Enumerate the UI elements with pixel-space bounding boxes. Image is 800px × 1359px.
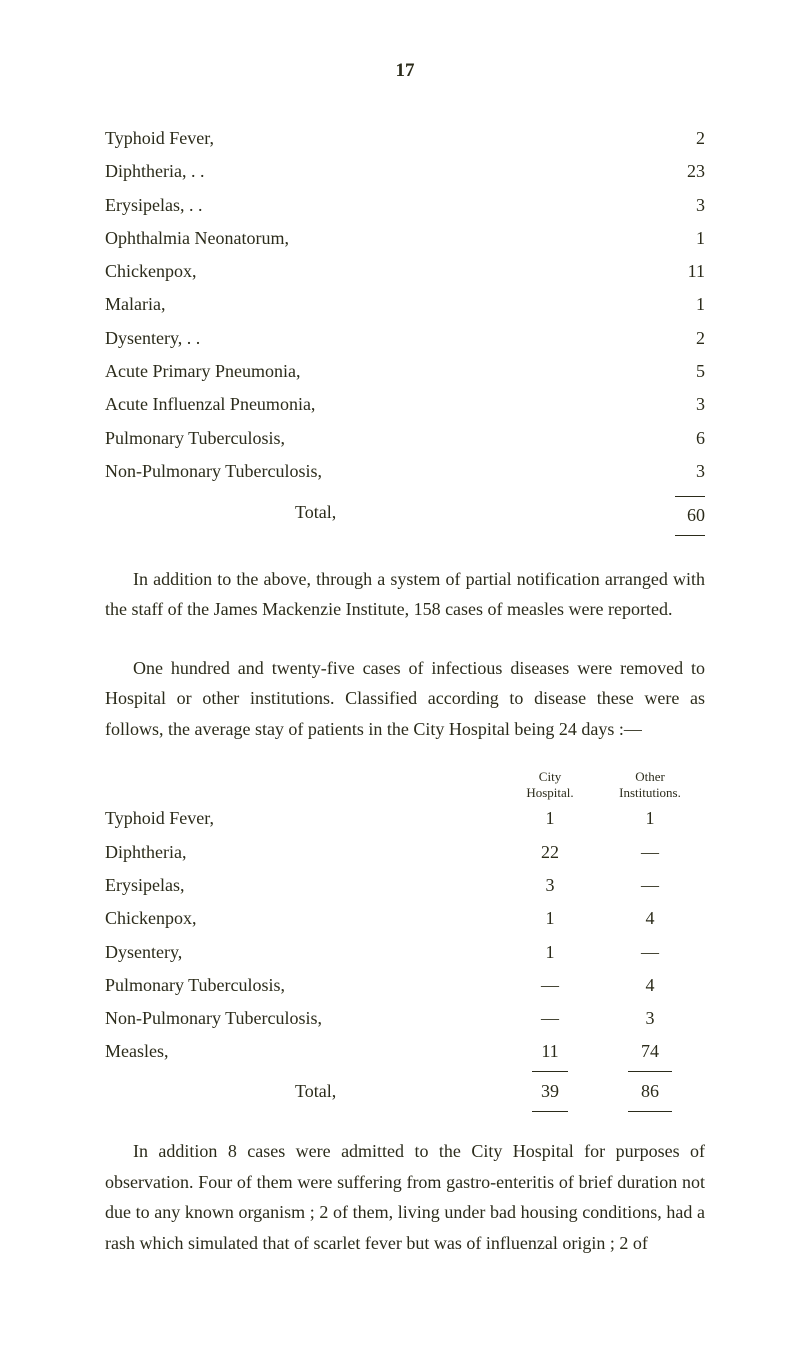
paragraph: One hundred and twenty-five cases of inf… [105, 653, 705, 745]
disease-name: Diphtheria, . . [105, 155, 204, 188]
table-row: Measles, 11 74 [105, 1035, 705, 1068]
disease-value: 6 [675, 422, 705, 455]
disease-name: Acute Influenzal Pneumonia, [105, 388, 315, 421]
row-city: 3 [505, 869, 595, 902]
total-value: 60 [675, 496, 705, 535]
disease-name: Typhoid Fever, [105, 122, 214, 155]
disease-row: Ophthalmia Neonatorum, 1 [105, 222, 705, 255]
page-number: 17 [105, 60, 705, 82]
disease-name: Chickenpox, [105, 255, 197, 288]
table-row: Non-Pulmonary Tuberculosis, — 3 [105, 1002, 705, 1035]
header-city: CityHospital. [505, 769, 595, 803]
paragraph: In addition to the above, through a syst… [105, 564, 705, 625]
disease-name: Non-Pulmonary Tuberculosis, [105, 455, 322, 488]
total-label: Total, [105, 1075, 505, 1108]
table-row: Diphtheria, 22 — [105, 836, 705, 869]
disease-value: 23 [675, 155, 705, 188]
row-city: 1 [505, 802, 595, 835]
total-other: 86 [595, 1075, 705, 1108]
disease-name: Erysipelas, . . [105, 189, 202, 222]
disease-row: Chickenpox, 11 [105, 255, 705, 288]
disease-value: 3 [675, 455, 705, 488]
table-row: Chickenpox, 1 4 [105, 902, 705, 935]
disease-row: Acute Primary Pneumonia, 5 [105, 355, 705, 388]
total-city: 39 [505, 1075, 595, 1108]
row-name: Chickenpox, [105, 902, 505, 935]
disease-value: 3 [675, 189, 705, 222]
row-city: 11 [505, 1035, 595, 1068]
row-other: 4 [595, 902, 705, 935]
table-total: Total, 39 86 [105, 1075, 705, 1108]
disease-value: 11 [675, 255, 705, 288]
row-name: Erysipelas, [105, 869, 505, 902]
row-name: Measles, [105, 1035, 505, 1068]
disease-value: 1 [675, 288, 705, 321]
disease-name: Acute Primary Pneumonia, [105, 355, 300, 388]
disease-name: Dysentery, . . [105, 322, 200, 355]
table-row: Pulmonary Tuberculosis, — 4 [105, 969, 705, 1002]
row-other: — [595, 936, 705, 969]
disease-row: Erysipelas, . . 3 [105, 189, 705, 222]
disease-row: Acute Influenzal Pneumonia, 3 [105, 388, 705, 421]
row-name: Non-Pulmonary Tuberculosis, [105, 1002, 505, 1035]
disease-name: Malaria, [105, 288, 165, 321]
row-other: 74 [595, 1035, 705, 1068]
disease-list: Typhoid Fever, 2 Diphtheria, . . 23 Erys… [105, 122, 705, 536]
row-other: 3 [595, 1002, 705, 1035]
total-label: Total, [295, 496, 336, 535]
disease-row: Pulmonary Tuberculosis, 6 [105, 422, 705, 455]
row-name: Pulmonary Tuberculosis, [105, 969, 505, 1002]
disease-row: Diphtheria, . . 23 [105, 155, 705, 188]
row-city: 1 [505, 902, 595, 935]
table-row: Erysipelas, 3 — [105, 869, 705, 902]
disease-row: Dysentery, . . 2 [105, 322, 705, 355]
row-name: Diphtheria, [105, 836, 505, 869]
row-other: — [595, 836, 705, 869]
row-other: — [595, 869, 705, 902]
table-row: Typhoid Fever, 1 1 [105, 802, 705, 835]
disease-row: Non-Pulmonary Tuberculosis, 3 [105, 455, 705, 488]
total-row: Total, 60 [105, 496, 705, 535]
second-table: CityHospital. OtherInstitutions. Typhoid… [105, 769, 705, 1108]
row-other: 4 [595, 969, 705, 1002]
disease-row: Typhoid Fever, 2 [105, 122, 705, 155]
disease-value: 2 [675, 122, 705, 155]
header-spacer [105, 769, 505, 803]
disease-value: 2 [675, 322, 705, 355]
table-header: CityHospital. OtherInstitutions. [105, 769, 705, 803]
disease-name: Pulmonary Tuberculosis, [105, 422, 285, 455]
disease-value: 1 [675, 222, 705, 255]
disease-row: Malaria, 1 [105, 288, 705, 321]
table-row: Dysentery, 1 — [105, 936, 705, 969]
header-other: OtherInstitutions. [595, 769, 705, 803]
row-city: 22 [505, 836, 595, 869]
paragraph: In addition 8 cases were admitted to the… [105, 1136, 705, 1258]
row-name: Dysentery, [105, 936, 505, 969]
row-city: — [505, 1002, 595, 1035]
row-other: 1 [595, 802, 705, 835]
row-name: Typhoid Fever, [105, 802, 505, 835]
row-city: 1 [505, 936, 595, 969]
disease-value: 3 [675, 388, 705, 421]
disease-value: 5 [675, 355, 705, 388]
row-city: — [505, 969, 595, 1002]
disease-name: Ophthalmia Neonatorum, [105, 222, 289, 255]
